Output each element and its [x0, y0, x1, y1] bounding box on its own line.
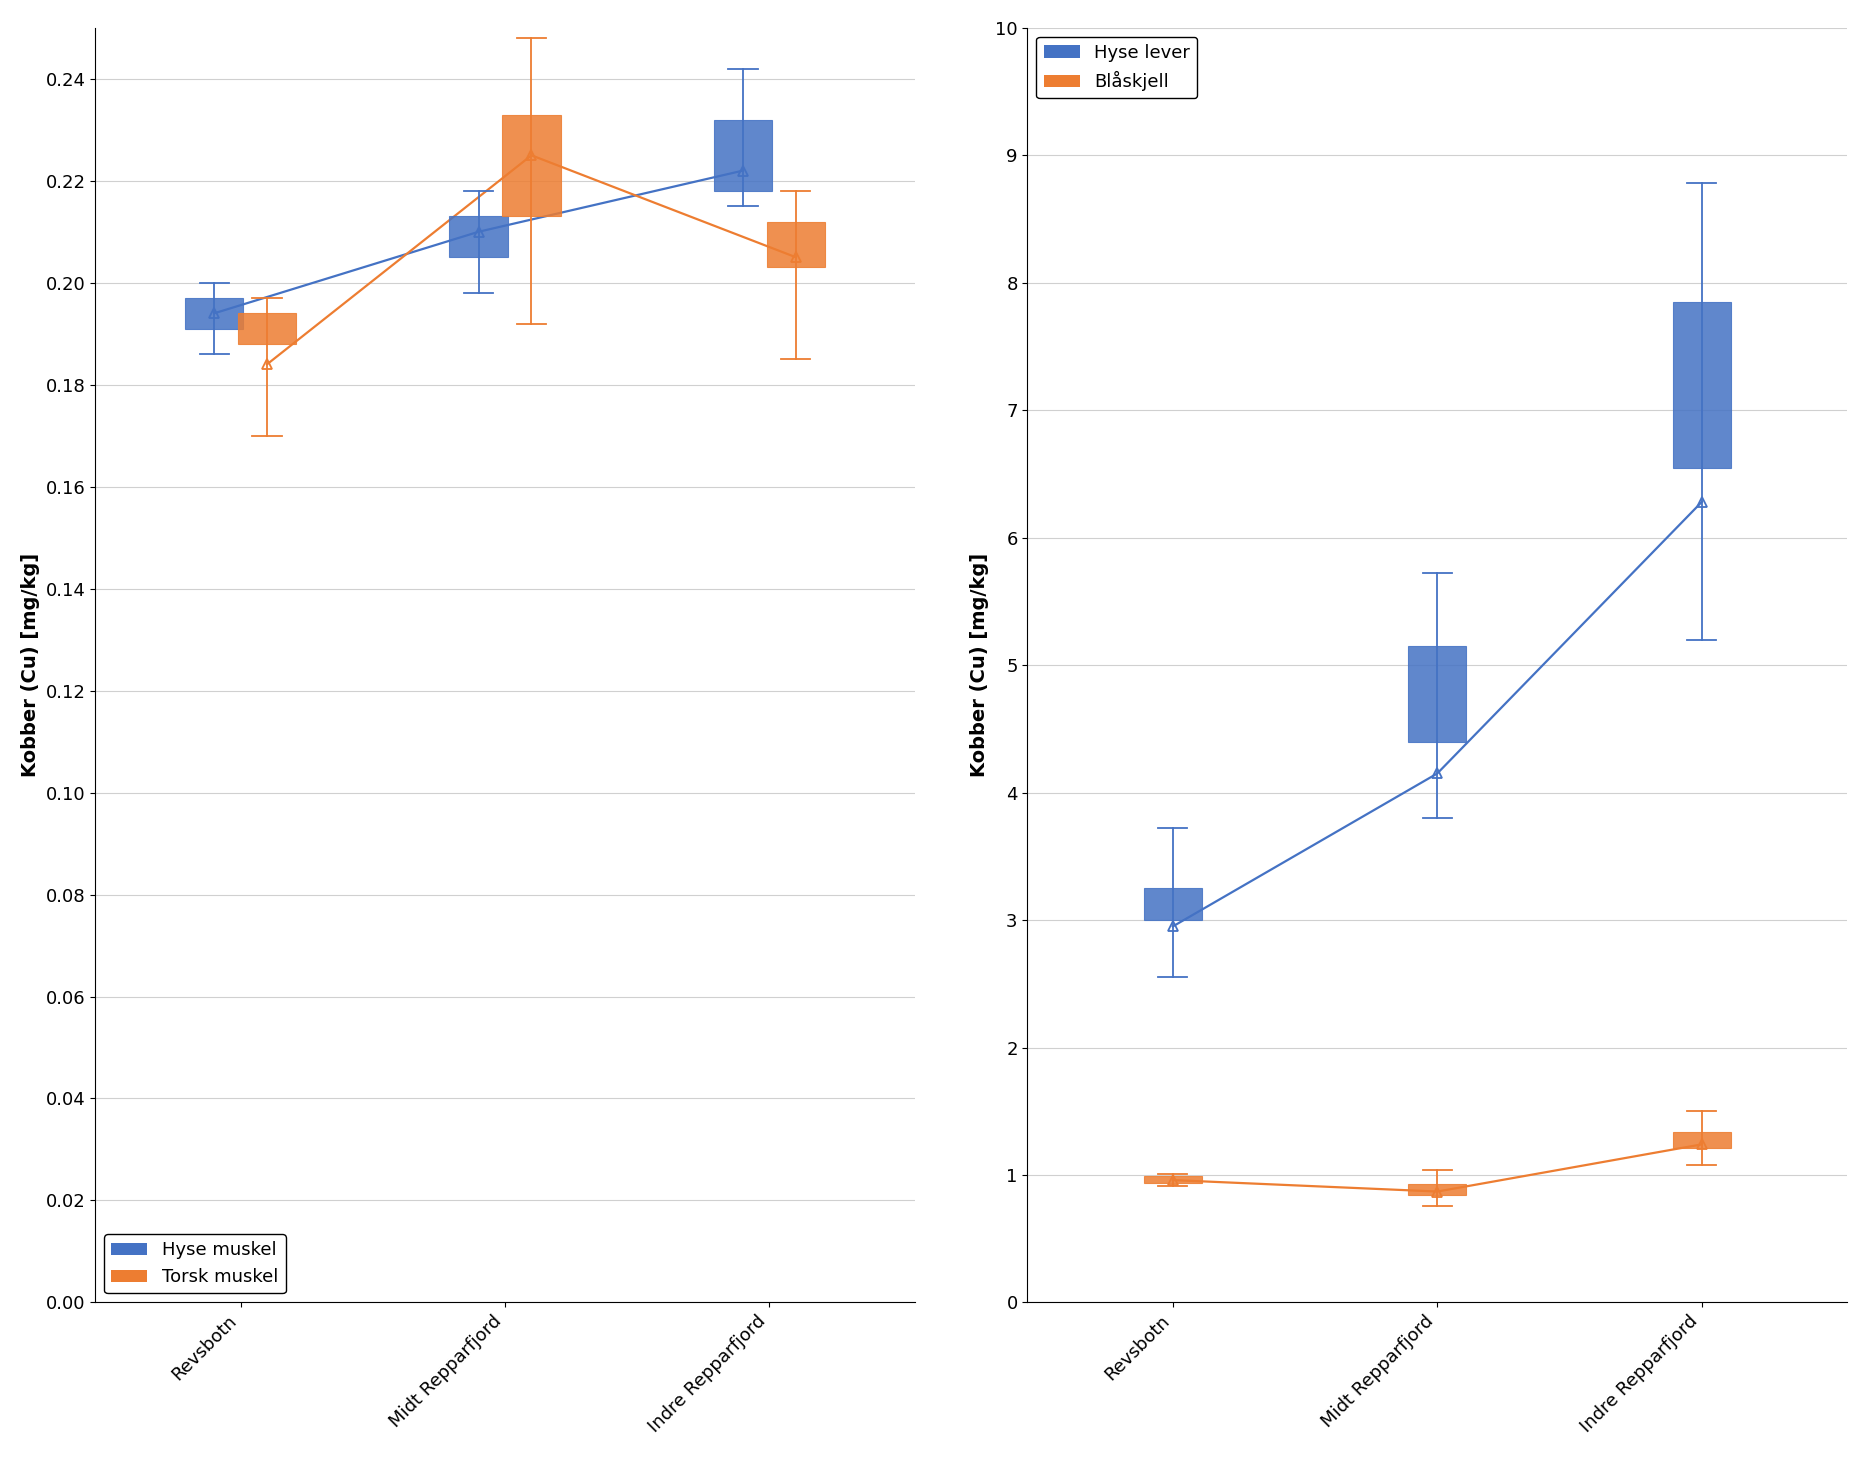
FancyBboxPatch shape — [185, 299, 243, 329]
FancyBboxPatch shape — [1408, 645, 1466, 742]
FancyBboxPatch shape — [237, 313, 297, 344]
FancyBboxPatch shape — [1143, 889, 1201, 919]
Legend: Hyse lever, Blåskjell: Hyse lever, Blåskjell — [1037, 36, 1197, 99]
Y-axis label: Kobber (Cu) [mg/kg]: Kobber (Cu) [mg/kg] — [21, 554, 39, 777]
FancyBboxPatch shape — [1672, 1132, 1732, 1148]
Legend: Hyse muskel, Torsk muskel: Hyse muskel, Torsk muskel — [105, 1234, 286, 1294]
FancyBboxPatch shape — [1408, 1185, 1466, 1195]
FancyBboxPatch shape — [1143, 1176, 1201, 1183]
FancyBboxPatch shape — [450, 217, 508, 258]
FancyBboxPatch shape — [502, 115, 560, 217]
FancyBboxPatch shape — [1672, 302, 1732, 468]
FancyBboxPatch shape — [768, 221, 826, 268]
Y-axis label: Kobber (Cu) [mg/kg]: Kobber (Cu) [mg/kg] — [971, 554, 990, 777]
FancyBboxPatch shape — [714, 119, 771, 191]
